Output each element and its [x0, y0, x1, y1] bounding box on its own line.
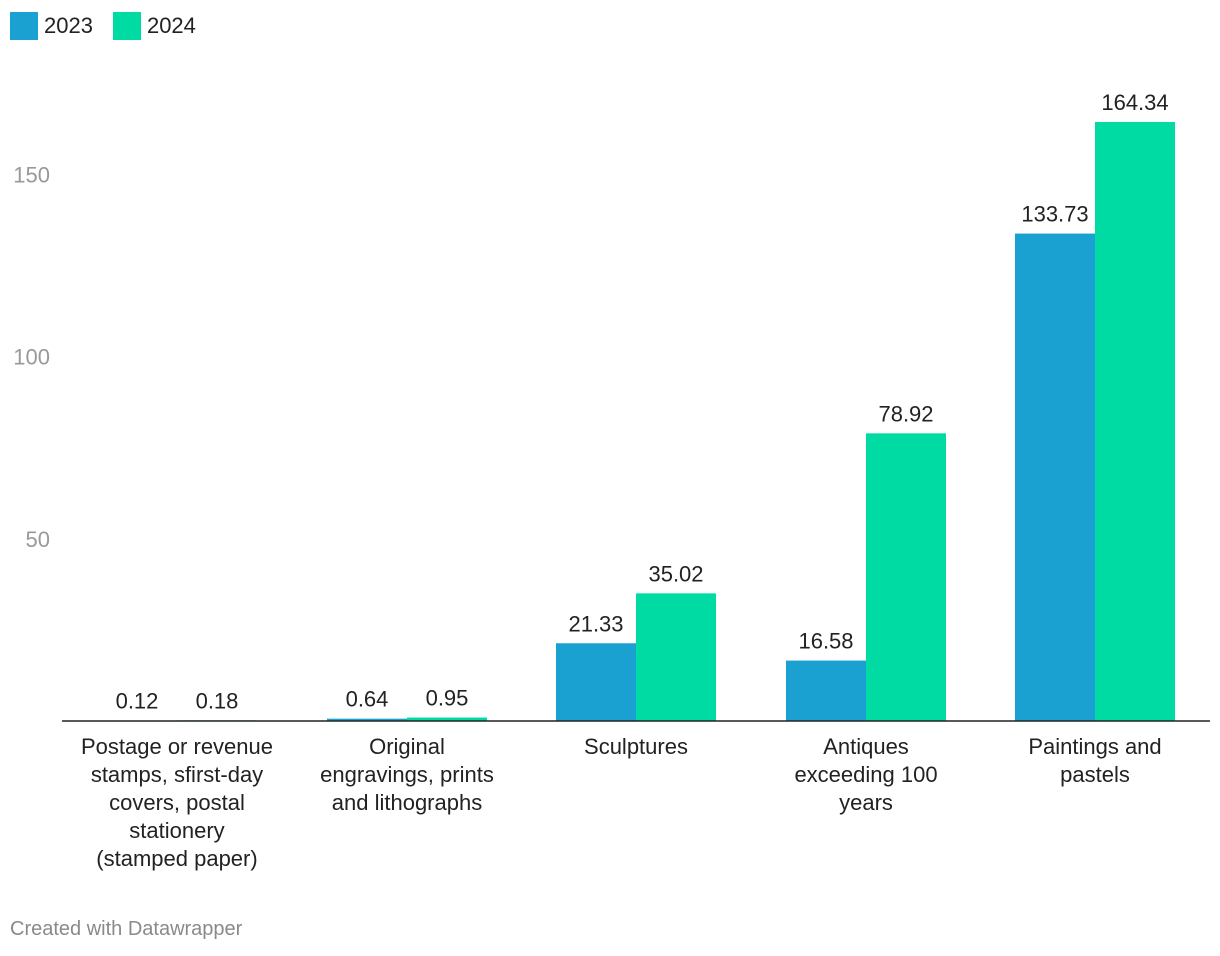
- chart-legend: 2023 2024: [10, 12, 196, 40]
- value-label-2024-4: 78.92: [878, 401, 933, 426]
- bar-2024-5: [1095, 121, 1175, 721]
- category-label-2: Original engravings, prints and lithograph…: [320, 734, 494, 815]
- category-label-line: years: [839, 790, 893, 815]
- value-label-2024-3: 35.02: [648, 561, 703, 586]
- category-label-line: Sculptures: [584, 734, 688, 759]
- y-tick-label-100: 100: [13, 345, 50, 370]
- bar-2024-3: [636, 593, 716, 721]
- legend-swatch-2024: [112, 12, 141, 40]
- category-label-1: Postage or revenue stamps, sfirst-day cove…: [81, 734, 273, 871]
- bar-2024-4: [866, 433, 946, 721]
- category-label-line: Original: [369, 734, 445, 759]
- value-label-2024-2: 0.95: [426, 686, 469, 711]
- value-label-2023-3: 21.33: [568, 611, 623, 636]
- category-label-line: exceeding 100: [794, 762, 937, 787]
- bar-2023-2: [327, 718, 407, 721]
- legend-label-2023: 2023: [44, 13, 93, 38]
- category-label-line: Postage or revenue: [81, 734, 273, 759]
- bar-chart: 50 100 150 0.12 0.18 0.64 0.95 21.33 35.02 16.58 7…: [13, 90, 1210, 871]
- category-label-5: Paintings and pastels: [1028, 734, 1161, 787]
- value-label-2024-1: 0.18: [196, 688, 239, 713]
- category-label-3: Sculptures: [584, 734, 688, 759]
- bar-2024-2: [407, 717, 487, 721]
- category-label-line: pastels: [1060, 762, 1130, 787]
- category-label-4: Antiques exceeding 100 years: [794, 734, 937, 815]
- legend-label-2024: 2024: [146, 13, 196, 38]
- category-label-line: stationery: [129, 818, 224, 843]
- legend-item-2024: 2024: [112, 12, 196, 40]
- y-tick-label-50: 50: [26, 527, 50, 552]
- footer-credit: Created with Datawrapper: [10, 918, 243, 940]
- value-label-2023-2: 0.64: [346, 687, 389, 712]
- value-label-2023-4: 16.58: [798, 629, 853, 654]
- category-label-line: (stamped paper): [96, 846, 257, 871]
- bar-2023-4: [786, 660, 866, 721]
- bar-2023-5: [1015, 233, 1095, 722]
- category-label-line: engravings, prints: [320, 762, 494, 787]
- category-label-line: stamps, sfirst-day: [91, 762, 263, 787]
- bar-2023-3: [556, 643, 636, 721]
- value-label-2023-5: 133.73: [1021, 202, 1088, 227]
- legend-swatch-2023: [10, 12, 38, 40]
- category-label-line: Antiques: [823, 734, 909, 759]
- value-label-2024-5: 164.34: [1101, 90, 1168, 115]
- value-label-2023-1: 0.12: [116, 689, 159, 714]
- category-label-line: and lithographs: [332, 790, 482, 815]
- y-tick-label-150: 150: [13, 162, 50, 187]
- category-label-line: Paintings and: [1028, 734, 1161, 759]
- legend-item-2023: 2023: [10, 12, 93, 40]
- category-label-line: covers, postal: [109, 790, 245, 815]
